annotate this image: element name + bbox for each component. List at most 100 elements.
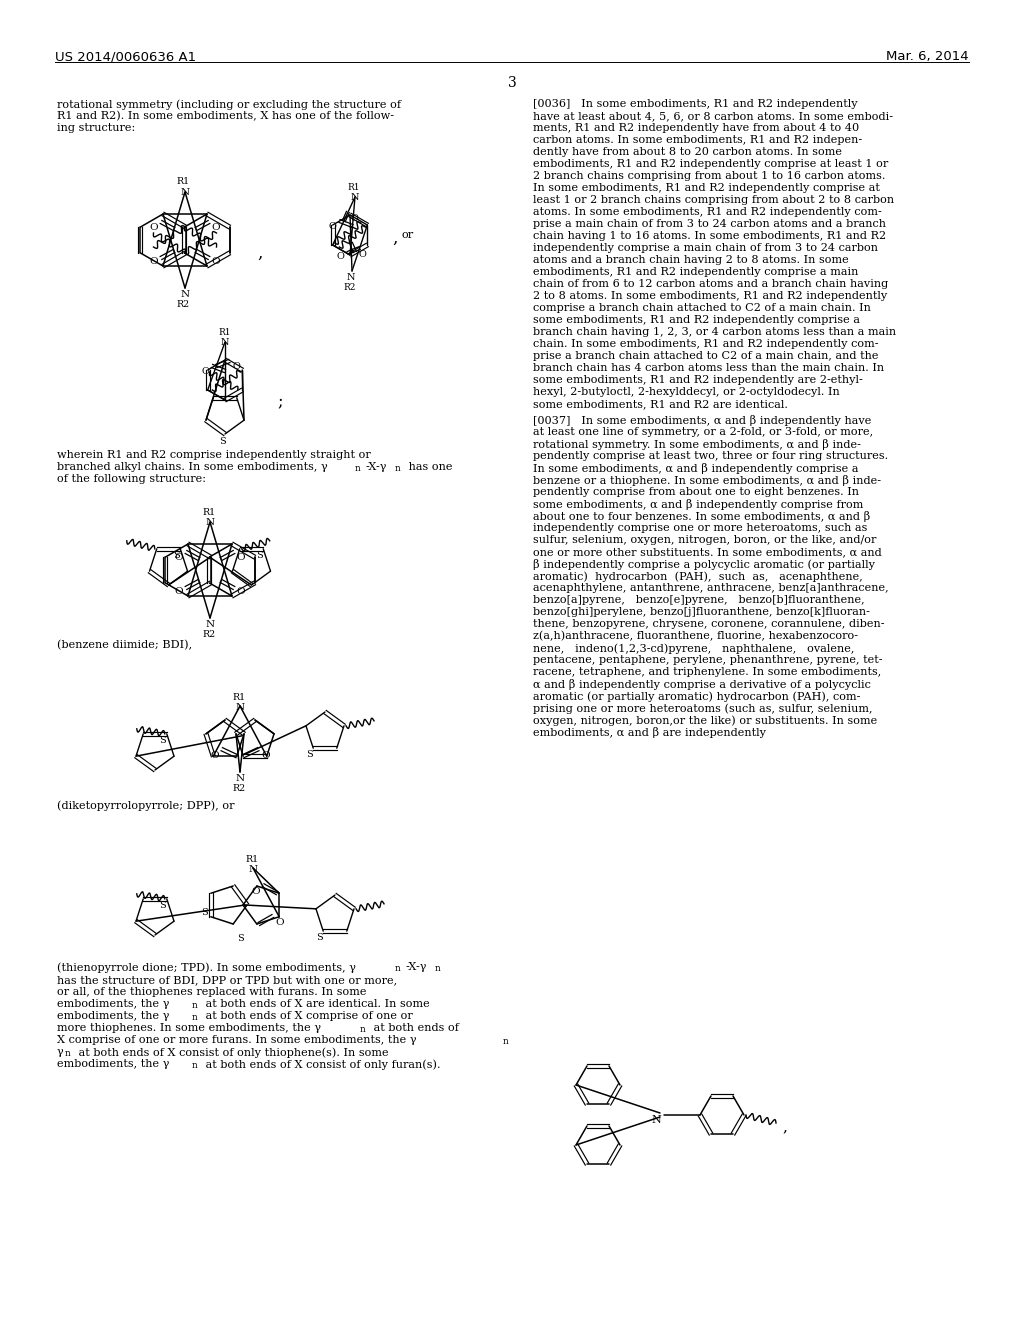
Text: benzo[ghi]perylene, benzo[j]fluoranthene, benzo[k]fluoran-: benzo[ghi]perylene, benzo[j]fluoranthene… [534, 607, 869, 616]
Text: [0037]   In some embodiments, α and β independently have: [0037] In some embodiments, α and β inde… [534, 414, 871, 426]
Text: R1: R1 [246, 855, 259, 865]
Text: benzene or a thiophene. In some embodiments, α and β inde-: benzene or a thiophene. In some embodime… [534, 475, 881, 486]
Text: O: O [150, 223, 159, 232]
Text: of the following structure:: of the following structure: [57, 474, 206, 484]
Text: N: N [347, 273, 355, 282]
Text: n: n [503, 1038, 509, 1045]
Text: ,: , [782, 1119, 786, 1134]
Text: at both ends of X consist of only thiophene(s). In some: at both ends of X consist of only thioph… [75, 1047, 389, 1057]
Text: some embodiments, R1 and R2 independently are 2-ethyl-: some embodiments, R1 and R2 independentl… [534, 375, 863, 385]
Text: 2 branch chains comprising from about 1 to 16 carbon atoms.: 2 branch chains comprising from about 1 … [534, 172, 886, 181]
Text: rotational symmetry (including or excluding the structure of: rotational symmetry (including or exclud… [57, 99, 401, 110]
Text: embodiments, the γ: embodiments, the γ [57, 1011, 170, 1020]
Text: O: O [252, 887, 260, 896]
Text: aromatic (or partially aromatic) hydrocarbon (PAH), com-: aromatic (or partially aromatic) hydroca… [534, 690, 860, 701]
Text: R1: R1 [219, 327, 231, 337]
Text: independently comprise one or more heteroatoms, such as: independently comprise one or more heter… [534, 523, 867, 533]
Text: R2: R2 [344, 282, 356, 292]
Text: n: n [193, 1012, 198, 1022]
Text: R1: R1 [203, 508, 216, 517]
Text: 2 to 8 atoms. In some embodiments, R1 and R2 independently: 2 to 8 atoms. In some embodiments, R1 an… [534, 290, 887, 301]
Text: n: n [395, 964, 400, 973]
Text: embodiments, the γ: embodiments, the γ [57, 999, 170, 1008]
Text: thene, benzopyrene, chrysene, coronene, corannulene, diben-: thene, benzopyrene, chrysene, coronene, … [534, 619, 885, 630]
Text: R2: R2 [232, 784, 246, 793]
Text: O: O [175, 587, 183, 597]
Text: -X-γ: -X-γ [406, 962, 427, 972]
Text: R1: R1 [176, 177, 189, 186]
Text: O: O [211, 751, 219, 760]
Text: some embodiments, α and β independently comprise from: some embodiments, α and β independently … [534, 499, 863, 510]
Text: S: S [202, 908, 208, 917]
Text: branched alkyl chains. In some embodiments, γ: branched alkyl chains. In some embodimen… [57, 462, 328, 473]
Text: O: O [237, 553, 246, 562]
Text: chain having 1 to 16 atoms. In some embodiments, R1 and R2: chain having 1 to 16 atoms. In some embo… [534, 231, 886, 242]
Text: In some embodiments, R1 and R2 independently comprise at: In some embodiments, R1 and R2 independe… [534, 183, 880, 193]
Text: Mar. 6, 2014: Mar. 6, 2014 [887, 50, 969, 63]
Text: n: n [435, 964, 440, 973]
Text: R1 and R2). In some embodiments, X has one of the follow-: R1 and R2). In some embodiments, X has o… [57, 111, 394, 121]
Text: n: n [360, 1026, 366, 1034]
Text: (benzene diimide; BDI),: (benzene diimide; BDI), [57, 640, 193, 651]
Text: some embodiments, R1 and R2 are identical.: some embodiments, R1 and R2 are identica… [534, 399, 787, 409]
Text: S: S [237, 935, 244, 942]
Text: embodiments, α and β are independently: embodiments, α and β are independently [534, 727, 766, 738]
Text: acenaphthylene, antanthrene, anthracene, benz[a]anthracene,: acenaphthylene, antanthrene, anthracene,… [534, 583, 889, 593]
Text: X comprise of one or more furans. In some embodiments, the γ: X comprise of one or more furans. In som… [57, 1035, 417, 1045]
Text: [0036]   In some embodiments, R1 and R2 independently: [0036] In some embodiments, R1 and R2 in… [534, 99, 858, 110]
Text: at both ends of X consist of only furan(s).: at both ends of X consist of only furan(… [202, 1059, 440, 1069]
Text: independently comprise a main chain of from 3 to 24 carbon: independently comprise a main chain of f… [534, 243, 878, 253]
Text: ,: , [257, 246, 262, 261]
Text: has one: has one [406, 462, 453, 473]
Text: O: O [201, 367, 209, 376]
Text: or all, of the thiophenes replaced with furans. In some: or all, of the thiophenes replaced with … [57, 987, 367, 997]
Text: O: O [150, 257, 159, 267]
Text: has the structure of BDI, DPP or TPD but with one or more,: has the structure of BDI, DPP or TPD but… [57, 975, 397, 985]
Text: racene, tetraphene, and triphenylene. In some embodiments,: racene, tetraphene, and triphenylene. In… [534, 667, 882, 677]
Text: prise a branch chain attached to C2 of a main chain, and the: prise a branch chain attached to C2 of a… [534, 351, 879, 360]
Text: (diketopyrrolopyrrole; DPP), or: (diketopyrrolopyrrole; DPP), or [57, 800, 234, 810]
Text: embodiments, R1 and R2 independently comprise at least 1 or: embodiments, R1 and R2 independently com… [534, 158, 888, 169]
Text: have at least about 4, 5, 6, or 8 carbon atoms. In some embodi-: have at least about 4, 5, 6, or 8 carbon… [534, 111, 893, 121]
Text: O: O [212, 257, 220, 267]
Text: one or more other substituents. In some embodiments, α and: one or more other substituents. In some … [534, 546, 882, 557]
Text: atoms and a branch chain having 2 to 8 atoms. In some: atoms and a branch chain having 2 to 8 a… [534, 255, 849, 265]
Text: O: O [337, 252, 345, 261]
Text: ,: , [392, 230, 397, 247]
Text: dently have from about 8 to 20 carbon atoms. In some: dently have from about 8 to 20 carbon at… [534, 147, 842, 157]
Text: -X-γ: -X-γ [365, 462, 386, 473]
Text: In some embodiments, α and β independently comprise a: In some embodiments, α and β independent… [534, 463, 858, 474]
Text: oxygen, nitrogen, boron,or the like) or substituents. In some: oxygen, nitrogen, boron,or the like) or … [534, 715, 878, 726]
Text: nene,   indeno(1,2,3-cd)pyrene,   naphthalene,   ovalene,: nene, indeno(1,2,3-cd)pyrene, naphthalen… [534, 643, 854, 653]
Text: at both ends of X are identical. In some: at both ends of X are identical. In some [202, 999, 430, 1008]
Text: 3: 3 [508, 77, 516, 90]
Text: chain. In some embodiments, R1 and R2 independently com-: chain. In some embodiments, R1 and R2 in… [534, 339, 879, 348]
Text: O: O [261, 751, 269, 760]
Text: rotational symmetry. In some embodiments, α and β inde-: rotational symmetry. In some embodiments… [534, 440, 861, 450]
Text: z(a,h)anthracene, fluoranthene, fluorine, hexabenzocoro-: z(a,h)anthracene, fluoranthene, fluorine… [534, 631, 858, 642]
Text: γ: γ [57, 1047, 63, 1057]
Text: or: or [402, 230, 414, 240]
Text: n: n [193, 1061, 198, 1071]
Text: N: N [236, 704, 245, 711]
Text: at both ends of: at both ends of [370, 1023, 459, 1034]
Text: n: n [65, 1049, 71, 1059]
Text: S: S [173, 550, 179, 560]
Text: atoms. In some embodiments, R1 and R2 independently com-: atoms. In some embodiments, R1 and R2 in… [534, 207, 882, 216]
Text: hexyl, 2-butyloctl, 2-hexylddecyl, or 2-octyldodecyl. In: hexyl, 2-butyloctl, 2-hexylddecyl, or 2-… [534, 387, 840, 397]
Text: benzo[a]pyrene,   benzo[e]pyrene,   benzo[b]fluoranthene,: benzo[a]pyrene, benzo[e]pyrene, benzo[b]… [534, 595, 864, 605]
Text: prising one or more heteroatoms (such as, sulfur, selenium,: prising one or more heteroatoms (such as… [534, 704, 872, 714]
Text: N: N [351, 193, 359, 202]
Text: embodiments, R1 and R2 independently comprise a main: embodiments, R1 and R2 independently com… [534, 267, 858, 277]
Text: carbon atoms. In some embodiments, R1 and R2 indepen-: carbon atoms. In some embodiments, R1 an… [534, 135, 862, 145]
Text: S: S [306, 750, 312, 759]
Text: more thiophenes. In some embodiments, the γ: more thiophenes. In some embodiments, th… [57, 1023, 322, 1034]
Text: N: N [221, 338, 229, 347]
Text: comprise a branch chain attached to C2 of a main chain. In: comprise a branch chain attached to C2 o… [534, 304, 870, 313]
Text: pentacene, pentaphene, perylene, phenanthrene, pyrene, tet-: pentacene, pentaphene, perylene, phenant… [534, 655, 883, 665]
Text: R1: R1 [232, 693, 246, 702]
Text: embodiments, the γ: embodiments, the γ [57, 1059, 170, 1069]
Text: at least one line of symmetry, or a 2-fold, or 3-fold, or more,: at least one line of symmetry, or a 2-fo… [534, 426, 873, 437]
Text: N: N [180, 187, 189, 197]
Text: S: S [315, 933, 323, 942]
